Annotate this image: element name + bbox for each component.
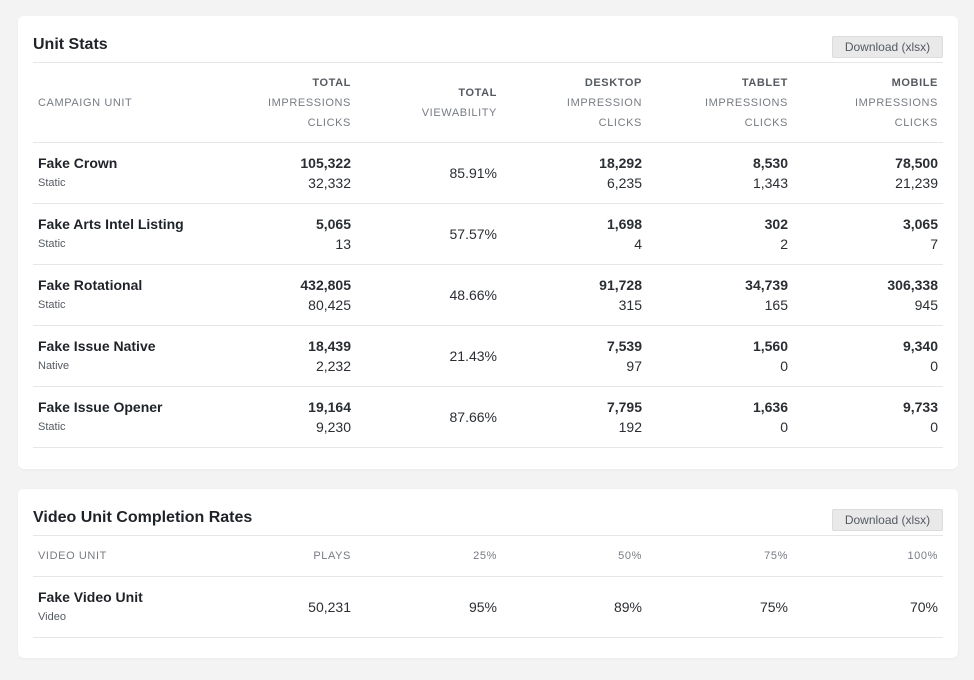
total-cell: 18,439 2,232 [308, 338, 351, 374]
tablet-cell: 302 2 [764, 216, 788, 252]
total-cell: 5,065 13 [315, 216, 351, 252]
header-total-viewability[interactable]: TOTAL VIEWABILITY [421, 86, 497, 119]
mobile-cell: 9,733 0 [902, 399, 938, 435]
header-50-percent[interactable]: 50% [618, 550, 642, 562]
plays-cell: 50,231 [308, 599, 351, 615]
viewability-cell: 57.57% [449, 226, 497, 242]
p25-cell: 95% [468, 599, 497, 615]
download-xlsx-button[interactable]: Download (xlsx) [832, 509, 943, 531]
table-row: Fake Arts Intel Listing Static 5,065 13 … [33, 203, 943, 265]
unit-cell: Fake Issue Opener Static [38, 399, 163, 433]
header-plays[interactable]: PLAYS [313, 550, 351, 562]
viewability-cell: 48.66% [449, 287, 497, 303]
tablet-cell: 1,636 0 [752, 399, 788, 435]
mobile-cell: 3,065 7 [902, 216, 938, 252]
table-header-row: VIDEO UNIT PLAYS 25% 50% 75% 100% [33, 535, 943, 577]
mobile-cell: 9,340 0 [902, 338, 938, 374]
desktop-cell: 91,728 315 [599, 277, 642, 313]
unit-cell: Fake Arts Intel Listing Static [38, 216, 184, 250]
unit-stats-title: Unit Stats [33, 36, 108, 53]
total-cell: 105,322 32,332 [300, 155, 351, 191]
desktop-cell: 1,698 4 [606, 216, 642, 252]
mobile-cell: 306,338 945 [887, 277, 938, 313]
table-row: Fake Rotational Static 432,805 80,425 48… [33, 264, 943, 326]
header-total[interactable]: TOTAL IMPRESSIONS CLICKS [267, 76, 351, 129]
video-unit-cell: Fake Video Unit Video [38, 589, 143, 623]
viewability-cell: 21.43% [449, 348, 497, 364]
unit-stats-card: Unit Stats Download (xlsx) CAMPAIGN UNIT… [18, 16, 958, 469]
desktop-cell: 18,292 6,235 [599, 155, 642, 191]
table-row: Fake Video Unit Video 50,231 95% 89% 75%… [33, 576, 943, 638]
header-desktop[interactable]: DESKTOP IMPRESSION CLICKS [566, 76, 642, 129]
p50-cell: 89% [613, 599, 642, 615]
header-tablet[interactable]: TABLET IMPRESSIONS CLICKS [704, 76, 788, 129]
p75-cell: 75% [759, 599, 788, 615]
header-mobile[interactable]: MOBILE IMPRESSIONS CLICKS [854, 76, 938, 129]
tablet-cell: 1,560 0 [752, 338, 788, 374]
header-25-percent[interactable]: 25% [473, 550, 497, 562]
video-stats-title: Video Unit Completion Rates [33, 509, 253, 526]
viewability-cell: 85.91% [449, 165, 497, 181]
video-stats-table: VIDEO UNIT PLAYS 25% 50% 75% 100% Fake V… [33, 535, 943, 638]
unit-cell: Fake Issue Native Native [38, 338, 156, 372]
viewability-cell: 87.66% [449, 409, 497, 425]
table-row: Fake Issue Opener Static 19,164 9,230 87… [33, 386, 943, 448]
desktop-cell: 7,795 192 [606, 399, 642, 435]
download-xlsx-button[interactable]: Download (xlsx) [832, 36, 943, 58]
header-75-percent[interactable]: 75% [764, 550, 788, 562]
total-cell: 432,805 80,425 [300, 277, 351, 313]
unit-stats-table: CAMPAIGN UNIT TOTAL IMPRESSIONS CLICKS T… [33, 62, 943, 448]
total-cell: 19,164 9,230 [308, 399, 351, 435]
mobile-cell: 78,500 21,239 [895, 155, 938, 191]
tablet-cell: 8,530 1,343 [752, 155, 788, 191]
unit-cell: Fake Rotational Static [38, 277, 143, 311]
tablet-cell: 34,739 165 [745, 277, 788, 313]
table-row: Fake Issue Native Native 18,439 2,232 21… [33, 325, 943, 387]
video-stats-card: Video Unit Completion Rates Download (xl… [18, 489, 958, 658]
table-header-row: CAMPAIGN UNIT TOTAL IMPRESSIONS CLICKS T… [33, 62, 943, 143]
unit-cell: Fake Crown Static [38, 155, 118, 189]
header-video-unit[interactable]: VIDEO UNIT [38, 550, 107, 562]
table-row: Fake Crown Static 105,322 32,332 85.91% … [33, 142, 943, 204]
header-100-percent[interactable]: 100% [907, 550, 938, 562]
header-campaign-unit[interactable]: CAMPAIGN UNIT [38, 96, 133, 109]
desktop-cell: 7,539 97 [606, 338, 642, 374]
p100-cell: 70% [909, 599, 938, 615]
